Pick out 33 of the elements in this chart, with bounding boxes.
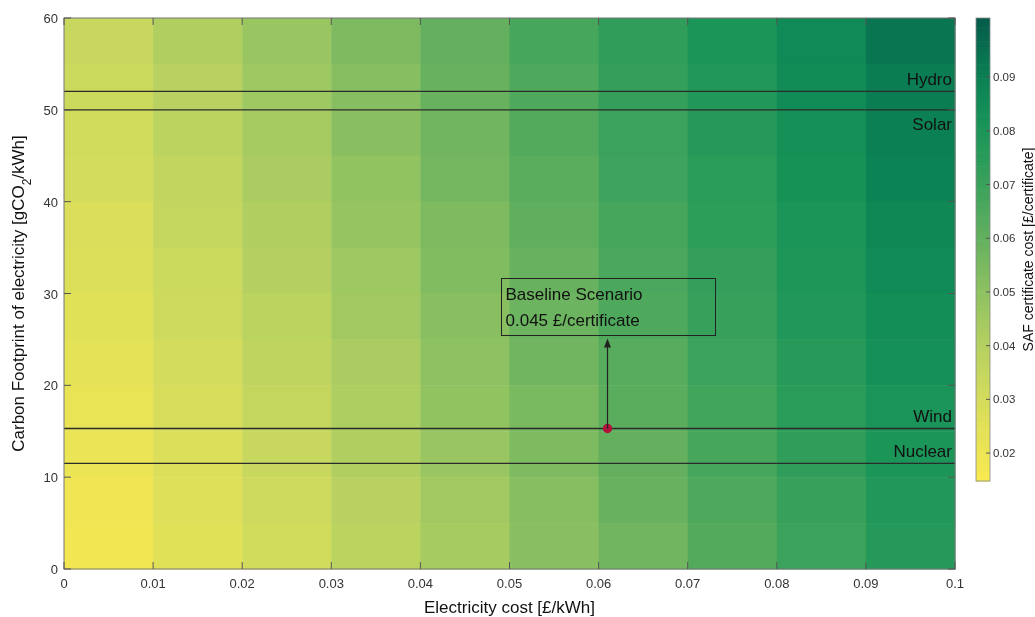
x-tick-label: 0.02 [229, 576, 255, 591]
color-bar-label: 0.08 [993, 124, 1016, 137]
x-tick-label: 0 [60, 576, 68, 591]
x-tick-label: 0.06 [585, 576, 612, 591]
x-tick-label: 0.01 [140, 576, 166, 591]
color-bar-label: 0.07 [993, 178, 1016, 191]
x-tick-label: 0.09 [853, 576, 879, 591]
x-axis-title: Electricity cost [£/kWh] [424, 598, 595, 617]
color-bar-label: 0.05 [993, 285, 1016, 298]
y-tick-label: 60 [43, 11, 58, 26]
y-tick-label: 10 [43, 470, 58, 486]
color-bar-label: 0.03 [993, 393, 1016, 406]
x-tick-label: 0.1 [945, 576, 965, 591]
color-bar-label: 0.06 [993, 232, 1016, 245]
x-tick-label: 0.04 [407, 576, 434, 591]
ref-line-label: Nuclear [893, 442, 953, 462]
ref-line-label: Solar [912, 114, 953, 134]
color-bar-title: SAF certificate cost [£/certificate] [1020, 147, 1035, 352]
color-bar-label: 0.02 [993, 447, 1016, 460]
x-tick-label: 0.08 [764, 576, 790, 591]
color-bar-label: 0.04 [993, 339, 1016, 352]
y-tick-label: 50 [43, 102, 58, 118]
color-bar-label: 0.09 [993, 71, 1016, 84]
y-tick-label: 30 [43, 286, 58, 302]
x-tick-label: 0.05 [496, 576, 523, 591]
annotation: Baseline Scenario 0.045 £/certificate [505, 285, 643, 331]
y-tick-label: 0 [50, 562, 58, 577]
ref-line-label: Hydro [906, 70, 952, 90]
ref-line-label: Wind [913, 407, 952, 427]
y-tick-label: 20 [43, 378, 58, 394]
y-tick-label: 40 [43, 194, 58, 210]
x-tick-label: 0.03 [318, 576, 344, 591]
x-tick-label: 0.07 [675, 576, 701, 591]
